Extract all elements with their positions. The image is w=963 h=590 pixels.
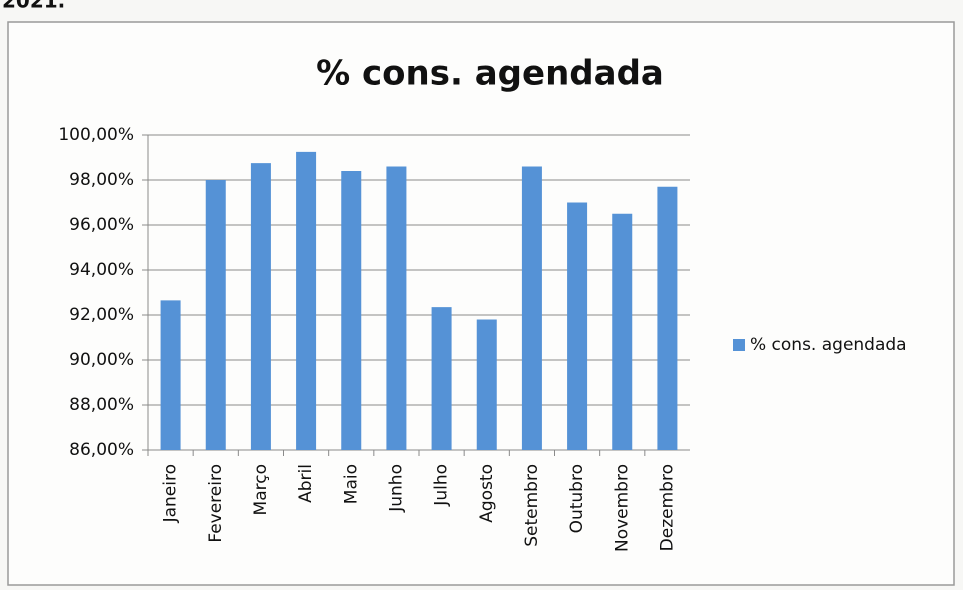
- bar: [567, 202, 588, 450]
- x-tick-label: Junho: [386, 464, 406, 513]
- bar: [476, 319, 497, 450]
- bar: [296, 151, 317, 450]
- y-tick-label: 90,00%: [69, 350, 134, 370]
- bar: [612, 213, 633, 450]
- y-tick-label: 86,00%: [69, 440, 134, 460]
- legend-label: % cons. agendada: [750, 335, 907, 355]
- y-tick-label: 98,00%: [69, 170, 134, 190]
- x-tick-label: Maio: [341, 464, 361, 504]
- bar: [386, 166, 407, 450]
- x-tick-label: Julho: [432, 464, 452, 507]
- bar: [205, 180, 226, 450]
- y-tick-label: 94,00%: [69, 260, 134, 280]
- x-tick-label: Dezembro: [657, 464, 677, 551]
- x-tick-label: Janeiro: [161, 464, 181, 523]
- y-tick-label: 92,00%: [69, 305, 134, 325]
- x-tick-label: Março: [251, 464, 271, 515]
- chart-title: % cons. agendada: [316, 54, 664, 94]
- bar: [160, 300, 181, 450]
- y-tick-label: 100,00%: [58, 125, 134, 145]
- x-tick-label: Novembro: [612, 464, 632, 552]
- bar: [250, 163, 271, 450]
- y-tick-label: 96,00%: [69, 215, 134, 235]
- x-tick-label: Fevereiro: [206, 464, 226, 543]
- x-tick-label: Outubro: [567, 464, 587, 533]
- bar: [657, 186, 678, 450]
- legend-swatch: [733, 339, 745, 351]
- x-tick-label: Agosto: [477, 464, 497, 523]
- x-tick-label: Abril: [296, 464, 316, 503]
- bar: [521, 166, 542, 450]
- bar: [431, 307, 452, 450]
- y-tick-label: 88,00%: [69, 395, 134, 415]
- bar: [341, 171, 362, 450]
- caption: 2021.: [2, 0, 65, 13]
- x-tick-label: Setembro: [522, 464, 542, 547]
